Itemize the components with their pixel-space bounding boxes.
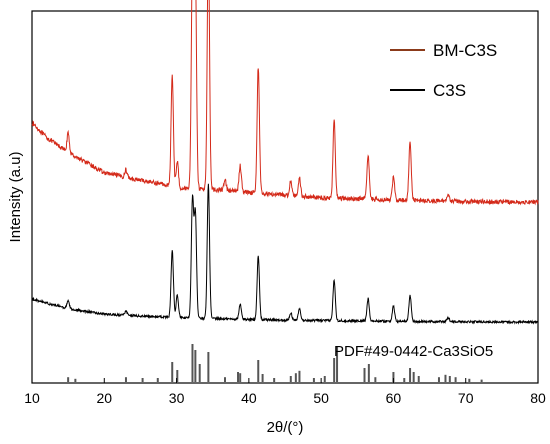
- legend-label-c3s: C3S: [433, 81, 466, 100]
- reference-label: PDF#49-0442-Ca3SiO5: [334, 343, 493, 360]
- x-tick-label: 10: [24, 390, 40, 406]
- plot-frame: [31, 10, 539, 384]
- x-tick-label: 40: [241, 390, 257, 406]
- x-tick-label: 30: [169, 390, 185, 406]
- legend-label-bm-c3s: BM-C3S: [433, 41, 497, 60]
- series-line-c3s: [31, 183, 539, 325]
- x-tick-label: 70: [458, 390, 474, 406]
- series-line-bm-c3s: [31, 0, 539, 206]
- x-tick-label: 50: [313, 390, 329, 406]
- x-axis-label: 2θ/(°): [267, 419, 304, 436]
- y-axis-label: Intensity (a.u): [7, 152, 24, 243]
- x-tick-label: 80: [530, 390, 546, 406]
- x-tick-label: 20: [96, 390, 112, 406]
- x-tick-label: 60: [386, 390, 402, 406]
- legend: BM-C3S C3S: [390, 41, 497, 100]
